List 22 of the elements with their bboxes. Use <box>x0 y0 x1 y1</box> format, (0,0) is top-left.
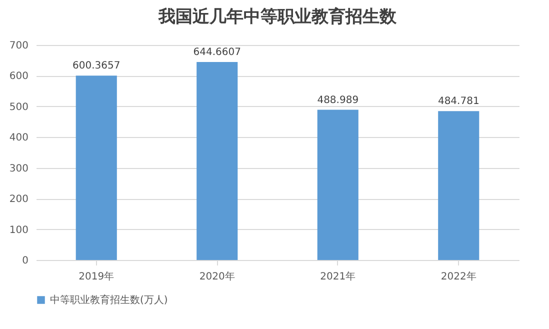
y-tick-label: 200 <box>9 194 28 206</box>
y-tick-label: 500 <box>9 102 28 113</box>
bar <box>317 110 358 260</box>
x-tick-label: 2021年 <box>320 270 356 282</box>
chart-title: 我国近几年中等职业教育招生数 <box>158 6 398 27</box>
bar <box>438 111 480 260</box>
y-tick-label: 0 <box>22 256 28 266</box>
x-tick-label: 2019年 <box>78 270 114 282</box>
x-tick-label: 2022年 <box>440 270 476 282</box>
y-tick-label: 300 <box>9 163 28 174</box>
bar <box>76 76 117 260</box>
bar <box>196 62 238 260</box>
y-tick-label: 100 <box>9 224 28 236</box>
y-tick-label: 400 <box>9 132 28 144</box>
y-tick-label: 700 <box>9 40 28 52</box>
data-label: 488.989 <box>317 94 359 106</box>
y-tick-label: 600 <box>9 71 28 82</box>
data-label: 484.781 <box>438 96 480 108</box>
data-label: 600.3657 <box>72 60 120 72</box>
x-tick-label: 2020年 <box>199 270 235 282</box>
legend-label: 中等职业教育招生数(万人) <box>50 294 168 306</box>
data-label: 644.6607 <box>193 46 241 58</box>
